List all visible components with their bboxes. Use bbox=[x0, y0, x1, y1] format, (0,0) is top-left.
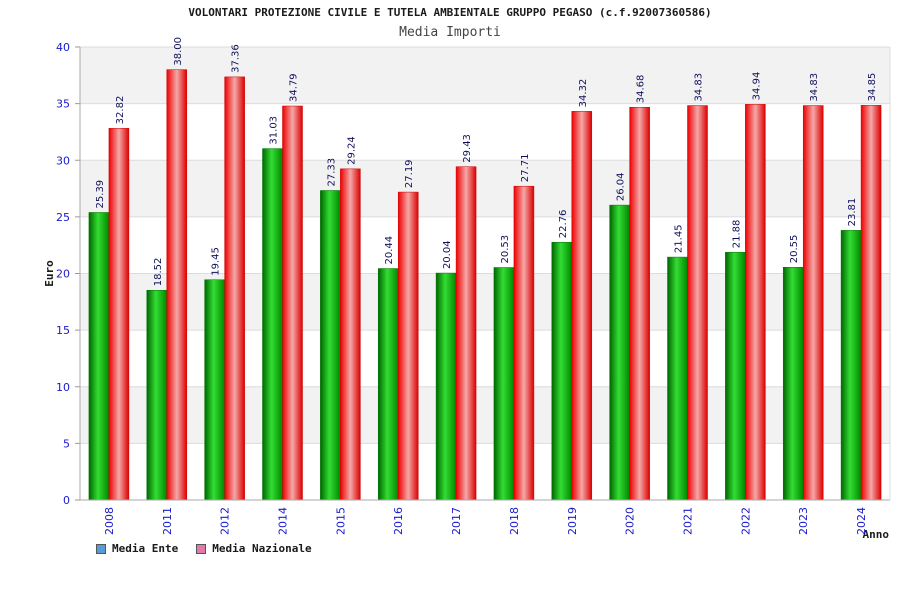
bar-ente bbox=[840, 230, 862, 501]
y-tick-label: 15 bbox=[56, 324, 70, 337]
y-tick-label: 40 bbox=[56, 41, 70, 54]
legend-swatch-ente bbox=[96, 543, 106, 554]
y-tick-label: 5 bbox=[63, 437, 70, 450]
plot-band bbox=[80, 386, 890, 444]
data-label: 21.88 bbox=[731, 220, 742, 249]
bar-ente bbox=[377, 268, 399, 501]
data-label: 34.68 bbox=[636, 75, 647, 104]
x-tick-label: 2014 bbox=[277, 507, 290, 535]
plot-band bbox=[80, 330, 890, 387]
y-tick-label: 10 bbox=[56, 381, 70, 394]
bar-nazionale bbox=[455, 166, 477, 501]
legend-item-ente: Media Ente bbox=[96, 542, 178, 555]
y-tick-label: 0 bbox=[63, 494, 70, 507]
data-label: 34.94 bbox=[751, 72, 762, 101]
data-label: 19.45 bbox=[211, 247, 222, 276]
data-label: 34.79 bbox=[289, 73, 300, 102]
x-tick-label: 2012 bbox=[219, 507, 232, 535]
bar-ente bbox=[609, 204, 630, 501]
y-tick-label: 25 bbox=[56, 211, 70, 224]
bar-nazionale bbox=[802, 105, 824, 501]
bar-ente bbox=[551, 241, 573, 501]
bar-ente bbox=[667, 256, 688, 501]
bar-nazionale bbox=[860, 105, 882, 501]
x-tick-label: 2017 bbox=[450, 507, 463, 535]
plot-band bbox=[80, 103, 890, 161]
data-label: 20.04 bbox=[442, 240, 453, 269]
data-label: 34.83 bbox=[809, 73, 820, 102]
data-label: 27.33 bbox=[326, 158, 337, 187]
bar-nazionale bbox=[340, 168, 361, 501]
legend-label-nazionale: Media Nazionale bbox=[212, 542, 312, 555]
bar-ente bbox=[725, 251, 746, 501]
x-tick-label: 2018 bbox=[508, 507, 521, 535]
plot-band bbox=[80, 273, 890, 331]
data-label: 20.55 bbox=[789, 235, 800, 264]
data-label: 27.19 bbox=[404, 159, 415, 188]
x-tick-label: 2016 bbox=[392, 507, 405, 535]
bar-nazionale bbox=[571, 111, 593, 501]
plot-band bbox=[80, 160, 890, 217]
x-tick-label: 2008 bbox=[103, 507, 116, 535]
plot-band bbox=[80, 47, 890, 104]
x-axis-label: Anno bbox=[863, 528, 890, 541]
bar-ente bbox=[435, 272, 457, 501]
y-tick-label: 30 bbox=[56, 154, 70, 167]
bar-nazionale bbox=[745, 104, 766, 501]
bar-ente bbox=[782, 267, 804, 501]
bar-ente bbox=[88, 212, 110, 501]
bar-ente bbox=[262, 148, 283, 501]
bar-ente bbox=[320, 190, 341, 501]
data-label: 25.39 bbox=[95, 180, 106, 209]
legend-label-ente: Media Ente bbox=[112, 542, 179, 555]
data-label: 29.43 bbox=[462, 134, 473, 163]
data-label: 31.03 bbox=[269, 116, 280, 145]
x-tick-label: 2015 bbox=[334, 507, 347, 535]
chart-subtitle: Media Importi bbox=[399, 25, 501, 40]
y-tick-label: 35 bbox=[56, 98, 70, 111]
data-label: 29.24 bbox=[346, 136, 357, 165]
chart-title: VOLONTARI PROTEZIONE CIVILE E TUTELA AMB… bbox=[188, 6, 712, 19]
y-tick-label: 20 bbox=[56, 268, 70, 281]
legend-item-nazionale: Media Nazionale bbox=[196, 542, 312, 555]
data-label: 32.82 bbox=[115, 96, 126, 125]
data-label: 20.44 bbox=[384, 236, 395, 265]
data-label: 34.83 bbox=[694, 73, 705, 102]
data-label: 26.04 bbox=[616, 172, 627, 201]
x-tick-label: 2021 bbox=[682, 507, 695, 535]
data-label: 38.00 bbox=[173, 37, 184, 66]
bar-nazionale bbox=[282, 105, 303, 501]
data-label: 23.81 bbox=[847, 198, 858, 227]
bar-ente bbox=[146, 290, 168, 501]
bar-nazionale bbox=[166, 69, 188, 501]
y-axis-label: Euro bbox=[43, 260, 56, 287]
bar-nazionale bbox=[513, 185, 535, 501]
x-tick-label: 2022 bbox=[739, 507, 752, 535]
data-label: 20.53 bbox=[500, 235, 511, 264]
bar-nazionale bbox=[108, 128, 130, 501]
data-label: 18.52 bbox=[153, 258, 164, 287]
bar-ente bbox=[493, 267, 515, 501]
x-tick-label: 2024 bbox=[855, 507, 868, 535]
bar-nazionale bbox=[224, 76, 245, 501]
legend-swatch-nazionale bbox=[196, 543, 207, 554]
data-label: 34.32 bbox=[578, 79, 589, 108]
data-label: 22.76 bbox=[558, 210, 569, 239]
bar-ente bbox=[204, 279, 225, 501]
data-label: 21.45 bbox=[674, 224, 685, 253]
x-tick-label: 2019 bbox=[566, 507, 579, 535]
data-label: 27.71 bbox=[520, 154, 531, 183]
bar-nazionale bbox=[687, 105, 708, 501]
bar-nazionale bbox=[397, 191, 419, 501]
x-tick-label: 2020 bbox=[624, 507, 637, 535]
x-tick-label: 2023 bbox=[797, 507, 810, 535]
chart-legend: Media Ente Media Nazionale bbox=[96, 542, 312, 555]
data-label: 37.36 bbox=[231, 44, 242, 73]
bar-nazionale bbox=[629, 106, 650, 501]
plot-band bbox=[80, 443, 890, 500]
x-tick-label: 2011 bbox=[161, 507, 174, 535]
data-label: 34.85 bbox=[867, 73, 878, 102]
plot-band bbox=[80, 216, 890, 274]
